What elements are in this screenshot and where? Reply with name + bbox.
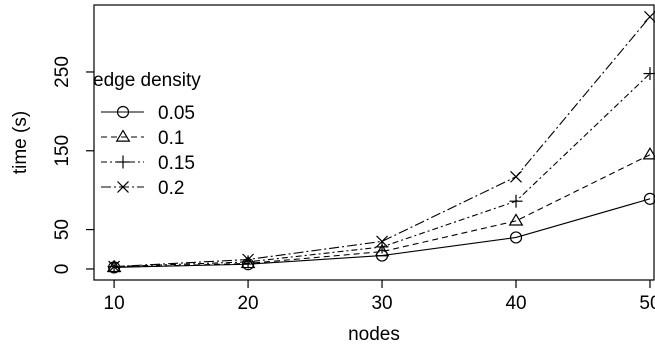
plot-frame [93, 4, 655, 281]
legend-marker [116, 105, 130, 119]
series-0.05 [107, 192, 655, 274]
legend-entry: 0.1 [101, 128, 184, 149]
data-point [509, 231, 523, 244]
y-tick-label: 250 [52, 56, 73, 88]
y-tick-label: 0 [52, 264, 73, 275]
series-line [114, 16, 651, 268]
legend-entry: 0.05 [101, 103, 195, 124]
data-point [242, 253, 254, 266]
legend-entry: 0.2 [101, 178, 184, 199]
x-tick-label: 50 [639, 293, 655, 314]
y-axis-title: time (s) [10, 111, 31, 174]
series-line [114, 198, 651, 268]
data-point [375, 240, 389, 254]
data-point [374, 243, 390, 257]
data-point [642, 147, 655, 160]
series-line [114, 154, 651, 268]
legend-marker [116, 155, 130, 169]
data-point [108, 260, 121, 273]
data-point [643, 192, 655, 205]
x-axis: 10 20 30 40 50 [104, 280, 655, 314]
data-point [510, 170, 522, 183]
data-point [508, 213, 524, 226]
x-tick-label: 30 [371, 293, 392, 314]
legend-label: 0.05 [158, 103, 195, 124]
legend-marker [115, 129, 131, 142]
legend-label: 0.1 [158, 128, 184, 149]
legend-entry: 0.15 [101, 153, 195, 174]
data-point [376, 235, 388, 248]
legend: edge density 0.05 0.1 0.15 0.2 [93, 70, 201, 199]
data-point [241, 255, 255, 269]
data-point [643, 67, 655, 81]
x-axis-title: nodes [348, 324, 400, 345]
data-point [644, 10, 655, 23]
x-tick-label: 10 [104, 293, 125, 314]
series-layer [106, 10, 655, 274]
legend-label: 0.2 [158, 178, 184, 199]
legend-marker [117, 181, 129, 193]
y-axis: 0 50 150 250 [52, 56, 94, 274]
legend-label: 0.15 [158, 153, 195, 174]
x-tick-label: 40 [505, 293, 526, 314]
x-tick-label: 20 [237, 293, 258, 314]
y-tick-label: 150 [52, 135, 73, 167]
legend-title: edge density [93, 70, 201, 91]
data-point [509, 194, 523, 208]
y-tick-label: 50 [52, 219, 73, 240]
series-0.2 [108, 10, 655, 273]
